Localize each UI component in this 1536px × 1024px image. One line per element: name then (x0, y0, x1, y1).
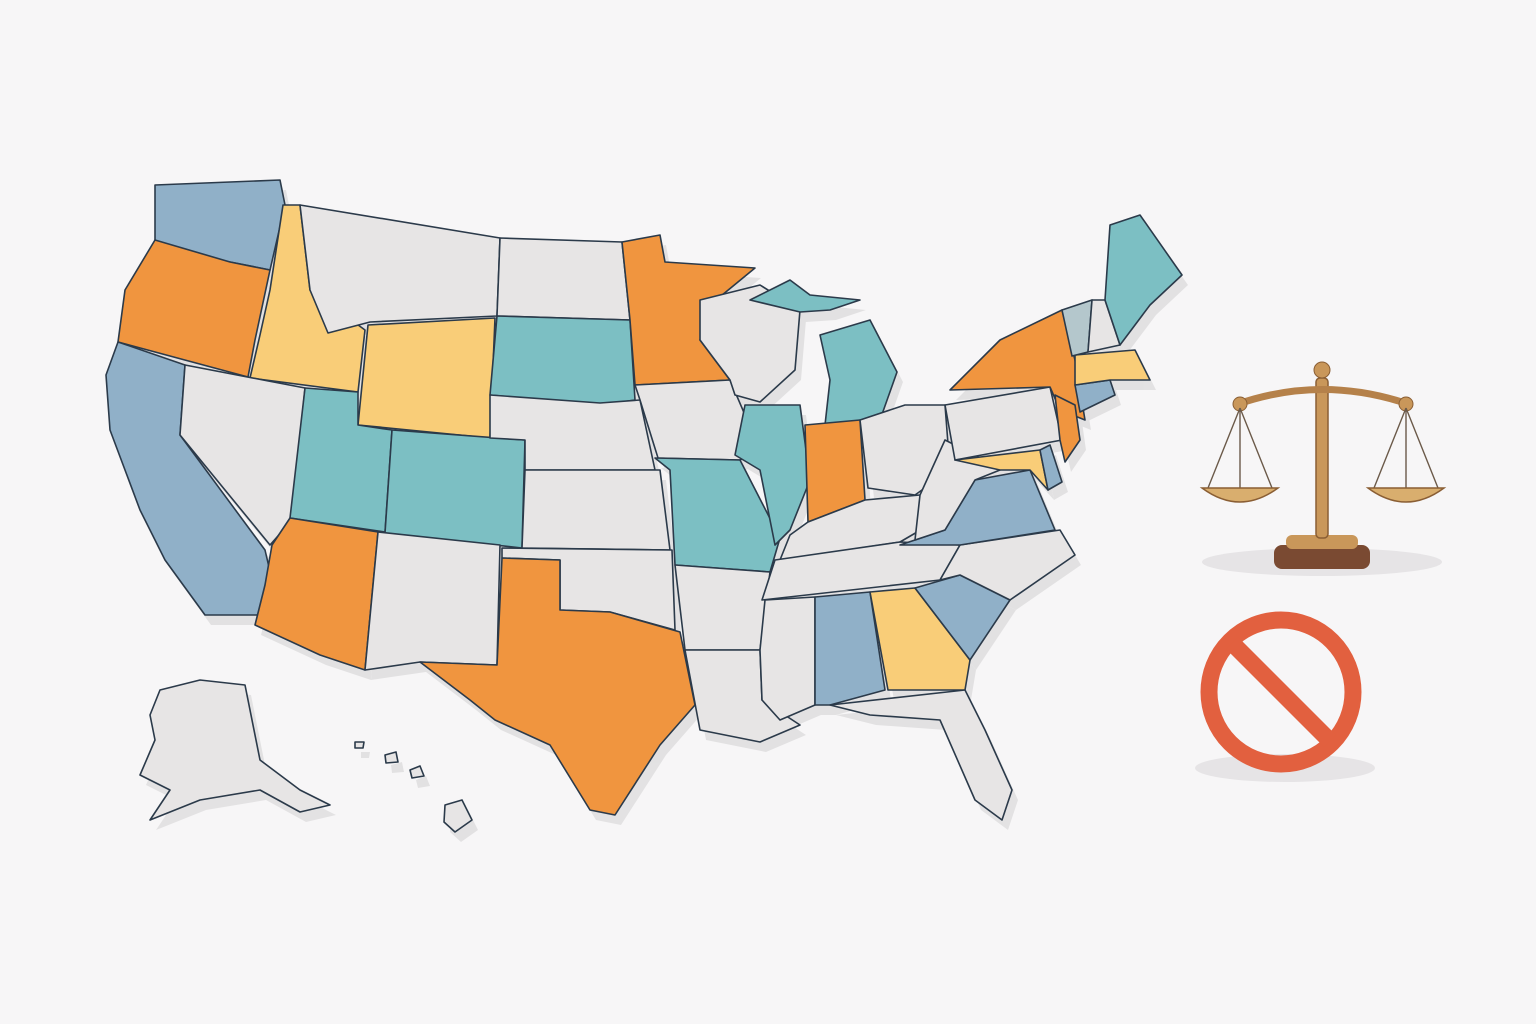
state-hi (409, 765, 425, 779)
scales-of-justice-icon (1199, 361, 1447, 576)
state-hi (443, 799, 473, 833)
state-me (1104, 214, 1183, 346)
state-hi (354, 741, 365, 749)
state-ma (1074, 349, 1151, 386)
state-ms (759, 596, 816, 721)
state-wy (357, 317, 496, 439)
state-shadow (391, 762, 404, 773)
state-shadow (416, 776, 430, 788)
state-fl (829, 689, 1013, 821)
state-co (384, 429, 526, 549)
state-nj (1054, 394, 1081, 463)
state-ak (139, 679, 331, 821)
state-shadow (361, 752, 370, 758)
state-sd (489, 315, 636, 406)
us-states-map (105, 179, 1183, 833)
state-al (814, 591, 886, 706)
state-nm (364, 531, 501, 671)
state-hi (384, 751, 399, 764)
state-ga (869, 587, 971, 691)
state-md (954, 449, 1049, 491)
state-de (1039, 444, 1063, 491)
state-il (734, 404, 811, 546)
state-mt (299, 204, 501, 334)
state-ar (674, 564, 771, 651)
state-tx (419, 557, 696, 816)
state-ks (521, 469, 671, 551)
state-mi_up (749, 279, 861, 313)
prohibition-icon (1195, 611, 1375, 782)
state-or (117, 239, 271, 378)
state-nd (496, 237, 631, 321)
